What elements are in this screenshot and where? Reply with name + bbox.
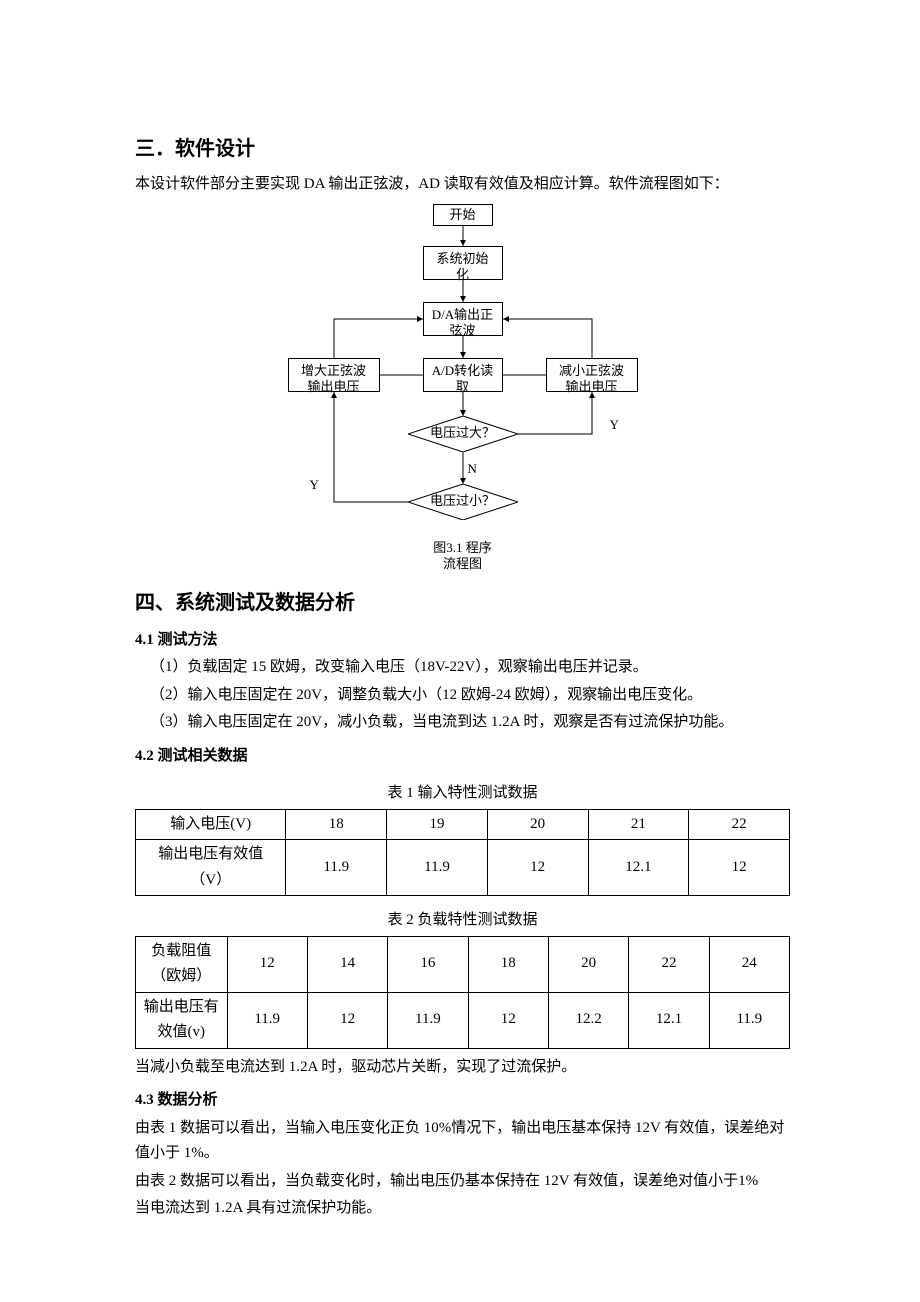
table1-caption: 表 1 输入特性测试数据 <box>135 781 790 807</box>
section3-heading: 三．软件设计 <box>135 132 790 166</box>
table-cell: 负载阻值（欧姆） <box>136 936 228 992</box>
fc-node-init-label: 系统初始化 <box>436 251 488 282</box>
table-row: 负载阻值（欧姆）12141618202224 <box>136 936 790 992</box>
s41-item-2: （2）输入电压固定在 20V，调整负载大小（12 欧姆-24 欧姆），观察输出电… <box>135 683 790 709</box>
table-cell: 12.1 <box>629 992 709 1048</box>
table-cell: 12.1 <box>588 840 689 896</box>
section4-heading: 四、系统测试及数据分析 <box>135 586 790 620</box>
s43-heading: 4.3 数据分析 <box>135 1088 790 1114</box>
flowchart-caption: 图3.1 程序 流程图 <box>278 540 648 574</box>
table-cell: 18 <box>468 936 548 992</box>
flowchart-caption-2: 流程图 <box>443 556 482 571</box>
note-after-t2: 当减小负载至电流达到 1.2A 时，驱动芯片关断，实现了过流保护。 <box>135 1055 790 1081</box>
fc-node-decv-label: 减小正弦波输出电压 <box>559 363 624 394</box>
table-row: 输出电压有效值（V）11.911.91212.112 <box>136 840 790 896</box>
table-cell: 11.9 <box>388 992 468 1048</box>
table-cell: 18 <box>286 809 387 840</box>
fc-node-incv-label: 增大正弦波输出电压 <box>301 363 366 394</box>
table-cell: 12 <box>689 840 790 896</box>
table2-caption: 表 2 负载特性测试数据 <box>135 908 790 934</box>
fc-label-n: N <box>468 458 477 480</box>
fc-node-incv: 增大正弦波输出电压 <box>288 358 380 392</box>
s43-para-3: 当电流达到 1.2A 具有过流保护功能。 <box>135 1196 790 1222</box>
flowchart-caption-1: 图3.1 程序 <box>433 540 492 555</box>
table-cell: 11.9 <box>709 992 789 1048</box>
flowchart: 开始 系统初始化 D/A输出正弦波 A/D转化读取 增大正弦波输出电压 减小正弦… <box>278 204 648 574</box>
fc-node-small: 电压过小？ <box>408 484 518 520</box>
table-cell: 20 <box>548 936 628 992</box>
fc-node-ad-label: A/D转化读取 <box>432 363 493 394</box>
table-cell: 11.9 <box>286 840 387 896</box>
table-cell: 14 <box>307 936 387 992</box>
s41-item-1: （1）负载固定 15 欧姆，改变输入电压（18V-22V），观察输出电压并记录。 <box>135 655 790 681</box>
fc-node-init: 系统初始化 <box>423 246 503 280</box>
fc-node-da: D/A输出正弦波 <box>423 302 503 336</box>
fc-node-start: 开始 <box>433 204 493 226</box>
s41-heading: 4.1 测试方法 <box>135 628 790 654</box>
fc-node-decv: 减小正弦波输出电压 <box>546 358 638 392</box>
table-cell: 11.9 <box>227 992 307 1048</box>
table2: 负载阻值（欧姆）12141618202224输出电压有效值(v)11.91211… <box>135 936 790 1049</box>
table-cell: 12.2 <box>548 992 628 1048</box>
fc-label-y-right: Y <box>610 414 619 436</box>
s42-heading: 4.2 测试相关数据 <box>135 744 790 770</box>
fc-node-big-label: 电压过大？ <box>408 416 518 452</box>
fc-label-y-left: Y <box>310 474 319 496</box>
table-cell: 12 <box>468 992 548 1048</box>
section3-intro: 本设计软件部分主要实现 DA 输出正弦波，AD 读取有效值及相应计算。软件流程图… <box>135 172 790 198</box>
table-cell: 输出电压有效值（V） <box>136 840 286 896</box>
fc-node-small-label: 电压过小？ <box>408 484 518 520</box>
table-row: 输入电压(V)1819202122 <box>136 809 790 840</box>
table-cell: 19 <box>387 809 488 840</box>
table-cell: 24 <box>709 936 789 992</box>
table-cell: 22 <box>629 936 709 992</box>
table-cell: 20 <box>487 809 588 840</box>
table-cell: 21 <box>588 809 689 840</box>
table1: 输入电压(V)1819202122输出电压有效值（V）11.911.91212.… <box>135 809 790 897</box>
table-cell: 输入电压(V) <box>136 809 286 840</box>
table-cell: 12 <box>227 936 307 992</box>
fc-node-ad: A/D转化读取 <box>423 358 503 392</box>
table-cell: 16 <box>388 936 468 992</box>
s43-para-2: 由表 2 数据可以看出，当负载变化时，输出电压仍基本保持在 12V 有效值，误差… <box>135 1169 790 1195</box>
fc-node-da-label: D/A输出正弦波 <box>432 307 493 338</box>
table-cell: 输出电压有效值(v) <box>136 992 228 1048</box>
table-cell: 22 <box>689 809 790 840</box>
s41-item-3: （3）输入电压固定在 20V，减小负载，当电流到达 1.2A 时，观察是否有过流… <box>135 710 790 736</box>
table-row: 输出电压有效值(v)11.91211.91212.212.111.9 <box>136 992 790 1048</box>
table-cell: 12 <box>307 992 387 1048</box>
table-cell: 11.9 <box>387 840 488 896</box>
fc-node-big: 电压过大？ <box>408 416 518 452</box>
s43-para-1: 由表 1 数据可以看出，当输入电压变化正负 10%情况下，输出电压基本保持 12… <box>135 1116 790 1167</box>
table-cell: 12 <box>487 840 588 896</box>
